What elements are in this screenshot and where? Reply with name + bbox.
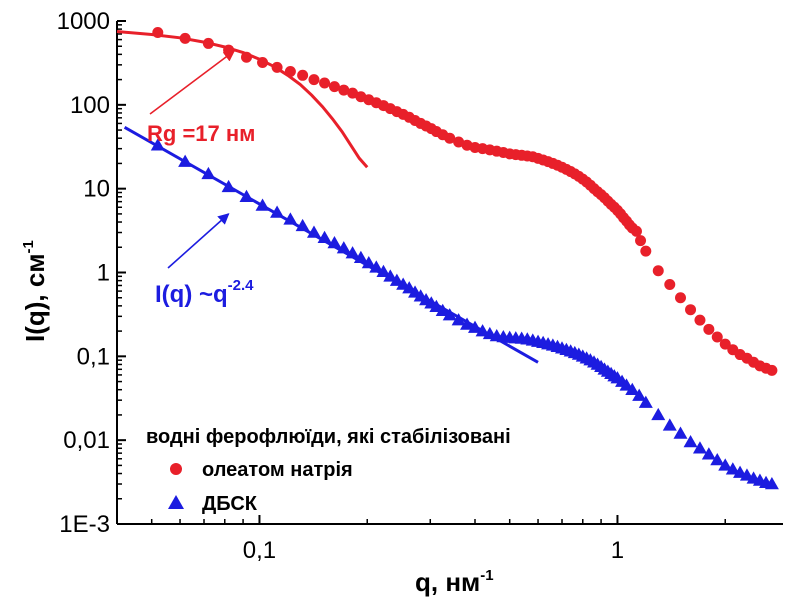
dbsk-data-point: [178, 154, 193, 167]
dbsk-data-point: [295, 218, 310, 232]
x-axis-title-sup: -1: [480, 567, 493, 584]
oleate-data-point: [719, 338, 731, 350]
dbsk-data-point: [383, 269, 398, 282]
y-tick-label: 1000: [57, 8, 110, 35]
dbsk-data-point: [625, 382, 640, 395]
dbsk-data-point: [435, 303, 450, 316]
oleate-data-point: [630, 225, 642, 237]
oleate-data-point: [347, 87, 359, 99]
dbsk-data-point: [451, 313, 466, 326]
dbsk-data-point: [442, 308, 457, 321]
oleate-data-point: [664, 278, 676, 290]
dbsk-data-point: [467, 320, 482, 333]
legend-entry-dbsk: ДБСК: [202, 493, 258, 515]
legend-marker-oleate: [170, 463, 182, 475]
dbsk-data-point: [632, 388, 647, 401]
rg-annotation: Rg =17 нм: [147, 121, 255, 146]
oleate-data-point: [711, 331, 723, 343]
dbsk-data-point: [376, 264, 391, 278]
dbsk-data-point: [353, 250, 368, 263]
y-axis-title-sup: -1: [20, 240, 37, 253]
dbsk-data-point: [306, 225, 321, 238]
oleate-data-point: [635, 235, 647, 247]
dbsk-data-point: [336, 241, 351, 254]
power-law-annotation-sup: -2.4: [228, 277, 255, 294]
y-tick-label: 100: [70, 92, 110, 119]
dbsk-data-point: [638, 395, 653, 408]
oleate-data-point: [675, 292, 687, 304]
dbsk-data-point: [345, 246, 360, 259]
oleate-data-point: [453, 136, 465, 148]
dbsk-data-point: [239, 189, 254, 203]
oleate-data-point: [685, 304, 697, 316]
dbsk-data-point: [201, 166, 216, 180]
dbsk-data-point: [475, 324, 490, 337]
oleate-data-point: [319, 77, 331, 89]
dbsk-data-point: [327, 235, 342, 249]
oleate-data-point: [640, 245, 652, 257]
data-points: [150, 26, 779, 490]
oleate-data-point: [223, 44, 235, 56]
dbsk-data-point: [150, 138, 165, 151]
dbsk-data-point: [221, 179, 236, 193]
dbsk-data-point: [764, 477, 779, 490]
oleate-data-point: [328, 81, 340, 93]
oleate-data-point: [284, 65, 296, 77]
axes: 1000 100 10 1 0,1 0,01 1E-3 0,1 1: [57, 8, 783, 564]
dbsk-data-point: [283, 212, 298, 225]
dbsk-data-point: [662, 418, 677, 431]
legend: водні ферофлюїди, які стабілізовані олеа…: [146, 426, 511, 515]
y-tick-label: 0,01: [63, 427, 110, 454]
oleate-data-point: [271, 61, 283, 73]
oleate-data-point: [652, 265, 664, 277]
rg-arrow: [149, 50, 236, 115]
oleate-data-point: [766, 364, 778, 376]
oleate-data-point: [694, 314, 706, 326]
x-tick-label: 1: [611, 537, 624, 564]
dbsk-data-point: [692, 441, 707, 454]
legend-title: водні ферофлюїди, які стабілізовані: [146, 426, 511, 448]
dbsk-data-point: [683, 435, 698, 448]
oleate-data-point: [257, 56, 269, 68]
y-axis-title: I(q), см-1: [20, 240, 50, 342]
legend-entry-oleate: олеатом натрія: [202, 459, 353, 481]
x-axis-title: q, нм-1: [415, 567, 494, 597]
legend-marker-dbsk: [168, 495, 184, 509]
dbsk-data-point: [255, 198, 270, 211]
y-tick-label: 1: [97, 260, 110, 287]
dbsk-data-point: [270, 205, 285, 218]
oleate-data-point: [202, 37, 214, 49]
power-law-annotation-text: I(q) ~q: [155, 281, 228, 308]
y-tick-label: 0,1: [77, 343, 110, 370]
oleate-data-point: [703, 323, 715, 335]
oleate-data-point: [308, 74, 320, 86]
power-law-arrow: [167, 213, 230, 269]
oleate-data-point: [152, 26, 164, 38]
y-tick-label: 1E-3: [59, 511, 110, 538]
dbsk-data-point: [718, 458, 733, 471]
dbsk-data-point: [725, 462, 740, 475]
dbsk-data-point: [651, 407, 666, 421]
y-axis-title-text: I(q), см: [20, 253, 50, 342]
dbsk-data-point: [361, 255, 376, 269]
y-tick-label: 10: [83, 176, 110, 203]
axis-titles: q, нм-1 I(q), см-1: [20, 240, 494, 597]
power-law-annotation: I(q) ~q-2.4: [155, 277, 254, 308]
annotations: Rg =17 нм I(q) ~q-2.4: [147, 50, 255, 308]
oleate-data-point: [444, 132, 456, 144]
dbsk-data-point: [710, 452, 725, 466]
oleate-data-point: [240, 51, 252, 63]
oleate-data-point: [297, 69, 309, 81]
dbsk-data-point: [317, 230, 332, 243]
dbsk-data-point: [460, 317, 475, 330]
dbsk-data-point: [369, 260, 384, 273]
x-axis-title-text: q, нм: [415, 567, 480, 597]
x-tick-label: 0,1: [243, 537, 276, 564]
oleate-data-point: [338, 84, 350, 96]
dbsk-data-point: [701, 447, 716, 460]
dbsk-data-point: [673, 426, 688, 439]
oleate-data-point: [179, 32, 191, 44]
